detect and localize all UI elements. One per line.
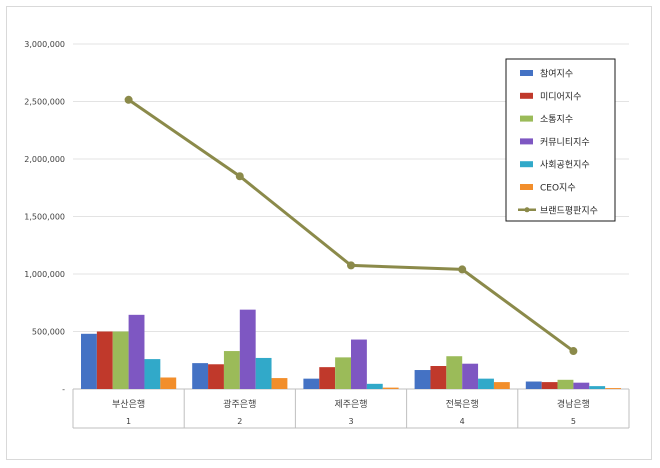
bar	[239, 309, 256, 389]
line-point	[235, 172, 244, 181]
y-tick-label: 1,500,000	[24, 213, 65, 222]
bar	[446, 356, 463, 389]
legend-swatch	[520, 161, 533, 168]
chart-frame: - 500,000 1,000,000 1,500,000 2,000,000 2,500…	[6, 6, 652, 460]
bar	[493, 382, 510, 389]
legend-label: 미디어지수	[540, 91, 581, 102]
line-point	[347, 261, 355, 270]
bar	[255, 357, 272, 389]
bar	[128, 314, 145, 389]
bar	[430, 366, 447, 389]
legend-marker	[524, 207, 530, 213]
legend-swatch	[520, 138, 533, 145]
bar	[160, 377, 177, 389]
bar	[351, 339, 367, 389]
bar	[414, 370, 431, 389]
bar	[557, 379, 574, 389]
bar	[144, 359, 161, 389]
y-tick-label: 1,000,000	[24, 270, 65, 279]
x-tick-number: 3	[348, 417, 353, 426]
bar	[573, 382, 590, 389]
bar	[605, 388, 621, 389]
bar	[96, 331, 113, 389]
bar	[589, 386, 606, 389]
x-tick-number: 2	[237, 417, 242, 426]
x-tick-number: 5	[571, 417, 576, 426]
bar	[319, 367, 336, 389]
y-tick-label: 3,000,000	[24, 40, 65, 49]
legend-label: 사회공헌지수	[540, 160, 590, 171]
line-point	[124, 95, 133, 104]
chart-plot: - 500,000 1,000,000 1,500,000 2,000,000 2,500…	[24, 40, 630, 429]
legend-swatch	[520, 184, 533, 190]
x-tick-label: 부산은행	[112, 398, 145, 410]
bar	[112, 331, 129, 389]
x-tick-label: 전북은행	[446, 398, 479, 410]
line-point	[458, 265, 467, 274]
y-tick-label: -	[62, 385, 65, 394]
bar	[208, 364, 224, 389]
bar	[192, 363, 209, 389]
bar	[335, 357, 351, 389]
x-tick-label: 광주은행	[223, 398, 256, 410]
legend-swatch	[520, 92, 533, 99]
x-tick-number: 4	[460, 417, 465, 426]
legend-swatch	[520, 115, 533, 122]
legend-label: 소통지수	[540, 114, 573, 125]
bar	[382, 387, 399, 389]
bar	[303, 378, 320, 389]
legend-label: 커뮤니티지수	[540, 137, 590, 148]
x-tick-label: 제주은행	[334, 398, 367, 410]
bar	[478, 378, 494, 389]
legend-label: 브랜드평판지수	[540, 205, 598, 216]
bar	[81, 333, 97, 389]
bar	[223, 351, 240, 389]
bar	[541, 382, 558, 389]
y-tick-label: 2,500,000	[24, 98, 65, 107]
y-tick-label: 2,000,000	[24, 155, 65, 164]
bar	[462, 363, 479, 389]
x-tick-number: 1	[126, 417, 131, 426]
y-tick-label: 500,000	[32, 328, 65, 337]
line-point	[569, 347, 578, 356]
legend-swatch	[520, 70, 533, 76]
bar	[366, 383, 383, 389]
bar	[525, 381, 542, 389]
legend-label: CEO지수	[540, 183, 576, 194]
x-tick-label: 경남은행	[557, 398, 590, 410]
legend-label: 참여지수	[540, 68, 573, 80]
bar	[271, 378, 288, 389]
